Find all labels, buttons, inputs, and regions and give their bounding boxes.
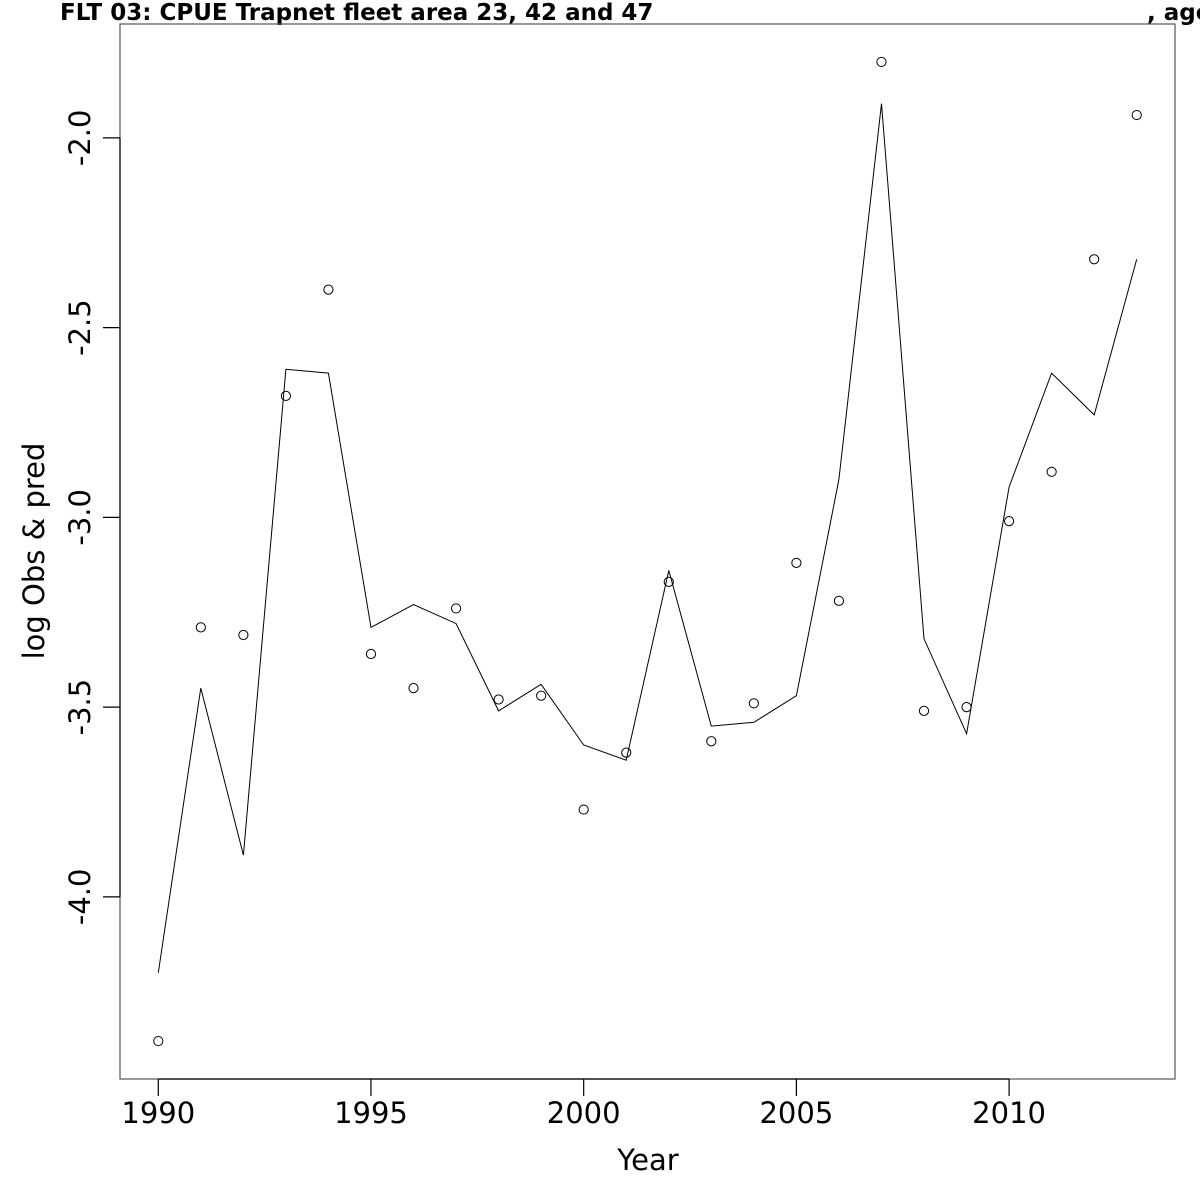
- observed-point: [961, 701, 972, 713]
- y-tick-label: -4.0: [63, 869, 97, 926]
- x-axis: 1990 1995 2000 2005 2010: [121, 1078, 1046, 1130]
- y-axis-title: log Obs & pred: [17, 443, 51, 660]
- observed-point: [450, 603, 462, 614]
- observed-point: [833, 595, 845, 606]
- chart-title: FLT 03: CPUE Trapnet fleet area 23, 42 a…: [60, 0, 653, 26]
- observed-point: [153, 1035, 164, 1047]
- observed-point: [323, 284, 334, 295]
- observed-point: [663, 576, 674, 587]
- series-layer: [153, 56, 1142, 1047]
- observed-point: [1089, 254, 1100, 265]
- x-tick-label: 2010: [972, 1096, 1046, 1130]
- observed-point: [408, 683, 419, 694]
- observed-point: [621, 747, 632, 758]
- observed-point: [706, 736, 717, 747]
- y-tick-label: -2.0: [63, 110, 97, 167]
- observed-point: [195, 622, 206, 633]
- observed-point: [238, 629, 249, 641]
- observed-point: [365, 648, 377, 660]
- x-axis-title: Year: [616, 1143, 678, 1177]
- y-tick-label: -2.5: [63, 299, 97, 356]
- x-tick-label: 2000: [547, 1096, 621, 1130]
- observed-point: [1046, 466, 1057, 477]
- observed-point: [536, 690, 547, 701]
- observed-point: [791, 557, 802, 568]
- x-tick-label: 1990: [121, 1096, 195, 1130]
- y-tick-label: -3.5: [63, 679, 97, 736]
- y-tick-label: -3.0: [63, 489, 97, 546]
- observed-point: [280, 390, 292, 402]
- x-tick-label: 2005: [759, 1096, 833, 1130]
- observed-point: [1003, 516, 1015, 527]
- x-tick-label: 1995: [334, 1096, 408, 1130]
- observed-point: [918, 705, 930, 716]
- y-axis: -4.0 -3.5 -3.0 -2.5 -2.0: [63, 110, 121, 926]
- observed-point: [748, 698, 759, 709]
- plot-frame: [119, 23, 1176, 1080]
- chart-title-suffix: , age: [1147, 0, 1200, 26]
- observed-point: [578, 804, 589, 815]
- observed-point: [493, 694, 504, 705]
- observed-point: [1131, 109, 1142, 121]
- observed-point: [876, 56, 887, 68]
- predicted-line: [157, 103, 1138, 973]
